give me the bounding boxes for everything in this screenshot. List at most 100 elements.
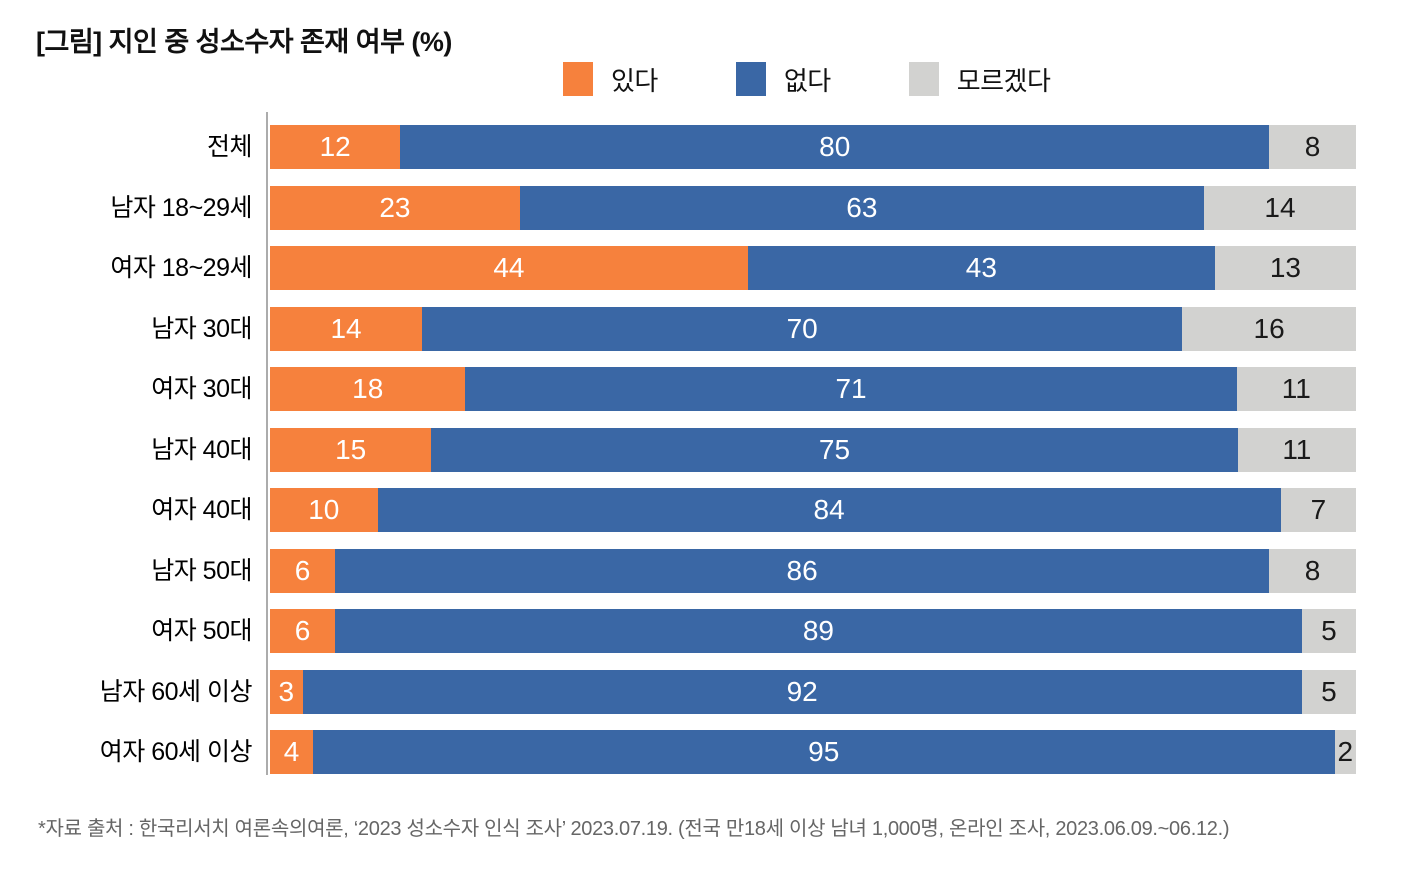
segment-value-label: 11 (1281, 373, 1311, 404)
segment-value-label: 10 (308, 494, 340, 525)
segment-yes: 18 (270, 367, 466, 411)
segment-value-label: 16 (1253, 312, 1285, 344)
segment-value-label: 80 (819, 131, 851, 162)
segment-value-label: 13 (1269, 252, 1301, 283)
segment-value-label: 86 (786, 554, 818, 586)
segment-value-label: 5 (1321, 615, 1337, 646)
segment-dontknow: 11 (1237, 427, 1356, 472)
segment-no: 86 (335, 548, 1270, 593)
segment-value-label: 8 (1304, 131, 1321, 162)
bar-row: 남자 60세 이상 3 92 5 (0, 669, 1356, 714)
legend-label-yes: 있다 (611, 65, 658, 96)
segment-yes: 6 (270, 548, 336, 593)
bar-track: 12 80 8 (270, 125, 1356, 169)
segment-value-label: 5 (1321, 675, 1337, 707)
segment-no: 71 (465, 367, 1237, 411)
bar-track: 6 86 8 (270, 548, 1356, 593)
category-label: 남자 18~29세 (110, 193, 252, 222)
segment-value-label: 71 (835, 373, 867, 404)
legend-label-no: 없다 (783, 65, 831, 96)
bar-row: 여자 18~29세 44 43 13 (0, 246, 1357, 290)
bar-row: 여자 30대 18 71 11 (0, 367, 1356, 411)
segment-dontknow: 13 (1214, 246, 1357, 290)
segment-yes: 15 (270, 427, 432, 472)
legend-label-dontknow: 모르겠다 (956, 65, 1051, 96)
chart-title: [그림] 지인 중 성소수자 존재 여부 (%) (36, 27, 452, 57)
legend-item-yes: 있다 (563, 61, 658, 98)
segment-value-label: 95 (808, 736, 840, 767)
bar-track: 3 92 5 (270, 669, 1356, 714)
segment-dontknow: 8 (1269, 548, 1356, 593)
segment-no: 70 (422, 306, 1183, 351)
segment-value-label: 63 (846, 191, 878, 223)
segment-value-label: 4 (283, 736, 300, 767)
bar-row: 남자 40대 15 75 11 (0, 427, 1356, 472)
bar-row: 남자 30대 14 70 16 (0, 306, 1357, 351)
category-label: 남자 30대 (151, 314, 252, 343)
segment-value-label: 8 (1304, 554, 1321, 586)
segment-yes: 12 (270, 125, 401, 169)
category-label: 여자 18~29세 (110, 254, 252, 282)
legend-swatch-yes-icon (563, 62, 593, 96)
segment-yes: 6 (270, 609, 336, 653)
legend: 있다 없다 모르겠다 (563, 58, 1051, 100)
segment-value-label: 89 (802, 615, 834, 646)
segment-value-label: 3 (278, 675, 295, 707)
y-axis-line (266, 112, 268, 775)
source-footnote: *자료 출처 : 한국리서치 여론속의여론, ‘2023 성소수자 인식 조사’… (38, 818, 1230, 840)
bar-track: 23 63 14 (270, 185, 1357, 230)
segment-value-label: 75 (818, 433, 851, 465)
legend-item-no: 없다 (735, 61, 831, 98)
bar-track: 44 43 13 (270, 246, 1357, 290)
segment-no: 75 (431, 427, 1238, 472)
segment-no: 89 (335, 609, 1302, 653)
segment-no: 63 (519, 185, 1204, 230)
segment-yes: 10 (270, 488, 378, 532)
bar-row: 전체 12 80 8 (0, 125, 1356, 169)
category-label: 여자 30대 (151, 375, 252, 403)
segment-value-label: 92 (786, 675, 818, 707)
segment-dontknow: 2 (1334, 730, 1356, 774)
category-label: 여자 60세 이상 (99, 738, 253, 766)
legend-swatch-dontknow-icon (908, 62, 939, 96)
segment-value-label: 11 (1282, 433, 1312, 465)
segment-yes: 23 (270, 185, 520, 230)
bar-track: 4 95 2 (270, 730, 1356, 774)
segment-value-label: 6 (294, 554, 311, 586)
segment-value-label: 2 (1337, 736, 1354, 767)
segment-value-label: 44 (493, 252, 525, 283)
segment-value-label: 84 (813, 494, 845, 525)
bar-track: 15 75 11 (270, 427, 1356, 472)
segment-no: 43 (747, 246, 1215, 290)
bar-track: 14 70 16 (270, 306, 1357, 351)
segment-value-label: 12 (319, 131, 351, 162)
category-label: 남자 60세 이상 (99, 677, 253, 706)
category-label: 여자 50대 (151, 617, 252, 645)
bar-track: 6 89 5 (270, 609, 1356, 653)
segment-dontknow: 16 (1182, 306, 1357, 351)
segment-value-label: 7 (1310, 494, 1327, 525)
segment-dontknow: 5 (1301, 609, 1356, 653)
segment-no: 84 (377, 488, 1281, 532)
segment-value-label: 14 (1264, 191, 1296, 223)
segment-value-label: 6 (294, 615, 311, 646)
segment-yes: 4 (270, 730, 314, 774)
segment-no: 95 (313, 730, 1335, 774)
segment-dontknow: 11 (1236, 367, 1356, 411)
bar-row: 남자 18~29세 23 63 14 (0, 185, 1357, 230)
bar-row: 여자 50대 6 89 5 (0, 609, 1356, 653)
bar-row: 남자 50대 6 86 8 (0, 548, 1356, 593)
segment-value-label: 15 (335, 433, 367, 465)
segment-dontknow: 14 (1203, 185, 1357, 230)
segment-dontknow: 5 (1301, 669, 1356, 714)
category-label: 전체 (206, 133, 253, 161)
segment-value-label: 23 (379, 191, 411, 223)
bar-track: 18 71 11 (270, 367, 1356, 411)
segment-dontknow: 7 (1280, 488, 1356, 532)
category-label: 남자 50대 (151, 556, 252, 585)
segment-value-label: 43 (965, 252, 997, 283)
bar-track: 10 84 7 (270, 488, 1356, 532)
bar-row: 여자 60세 이상 4 95 2 (0, 730, 1356, 774)
segment-no: 80 (400, 125, 1270, 169)
